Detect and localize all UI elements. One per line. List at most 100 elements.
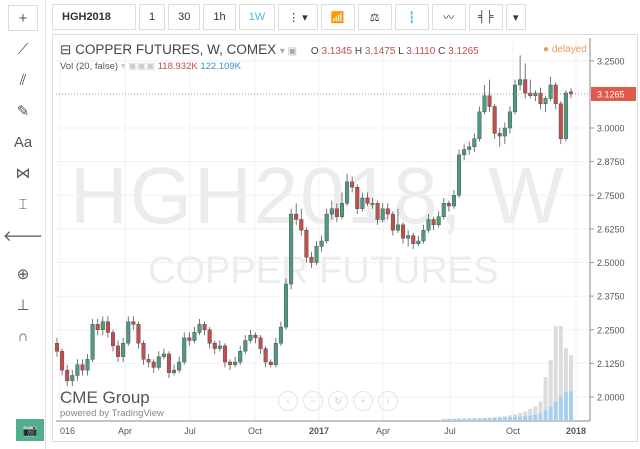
candle [273, 343, 278, 365]
chart-area[interactable] [52, 34, 638, 442]
volume-bar [492, 417, 497, 421]
volume-bar [543, 410, 548, 421]
candle [161, 353, 166, 357]
x-tick-label: Apr [118, 426, 132, 436]
top-toolbar: HGH2018 1 30 1h 1W ⋮ ▾ 📶 ⚖ ┇ 〰 ╡╞ ▾ [52, 4, 526, 30]
line-chart-button[interactable]: 〰 [431, 4, 466, 30]
scroll-left-button[interactable]: ‹ [278, 391, 298, 411]
candle [467, 146, 472, 150]
more-intervals-button[interactable]: ⋮ ▾ [278, 4, 318, 30]
volume2-bar [548, 360, 553, 421]
volume-bar [507, 417, 512, 421]
interval-1w[interactable]: 1W [238, 4, 276, 30]
chart-type-dropdown[interactable]: ▾ [505, 4, 526, 30]
ruler-icon[interactable]: ⊥ [16, 297, 30, 314]
collapse-icon[interactable]: ⊟ [60, 42, 72, 57]
zoom-out-button[interactable]: − [303, 391, 323, 411]
measure-icon[interactable]: ⌶ [18, 195, 28, 213]
volume-bar [467, 418, 472, 421]
arrow-left-icon[interactable]: 🡐 [2, 227, 44, 245]
candle [497, 133, 502, 137]
y-tick-label: 2.2500 [597, 325, 625, 335]
candle [304, 230, 309, 258]
interval-1h[interactable]: 1h [203, 4, 236, 30]
volume2-bar [558, 326, 563, 421]
volume-bar [569, 391, 573, 421]
last-price-badge [591, 86, 636, 101]
candle [131, 321, 136, 325]
x-tick-label: Apr [376, 426, 390, 436]
y-tick-label: 2.0000 [597, 393, 625, 403]
volume2-bar [528, 408, 533, 421]
candle [355, 186, 360, 209]
crosshair-icon[interactable]: + [8, 5, 38, 31]
settings-icon[interactable]: ▾ ▣ [279, 46, 298, 57]
candles-icon: ┇ [408, 11, 416, 24]
volume-bar [523, 416, 528, 421]
drawing-toolbar: + ⟋ ⫽ ✎ Aa ⋈ ⌶ 🡐 ⊕ ⊥ ∩ [0, 0, 46, 449]
symbol-input[interactable]: HGH2018 [52, 4, 136, 30]
trend-line-icon[interactable]: ⟋ [17, 40, 29, 58]
bars-button[interactable]: ╡╞ [468, 4, 503, 30]
candle [543, 98, 548, 104]
volume-bar [482, 418, 487, 421]
magnet-icon[interactable]: ∩ [17, 327, 29, 345]
low-value: 3.1110 [406, 46, 436, 57]
reset-button[interactable]: ↻ [328, 391, 348, 411]
volume-bar [451, 418, 456, 421]
volume-bar [538, 413, 543, 421]
zoom-in-button[interactable]: + [353, 391, 373, 411]
interval-1[interactable]: 1 [139, 4, 166, 30]
candle [523, 79, 528, 94]
candle [380, 208, 385, 220]
volume2-bar [569, 355, 573, 421]
indicators-button[interactable]: 📶 [320, 4, 355, 30]
candles-button[interactable]: ┇ [394, 4, 429, 30]
candle [324, 213, 329, 242]
volume-bar [563, 392, 568, 421]
candle [248, 334, 253, 341]
candle [350, 181, 355, 188]
candle [202, 324, 207, 330]
y-tick-label: 3.0000 [597, 124, 625, 134]
volume2-bar [553, 326, 558, 421]
y-tick-label: 2.1250 [597, 359, 625, 369]
candle [477, 111, 482, 139]
candle [329, 208, 334, 215]
candle [370, 203, 375, 205]
text-icon[interactable]: Aa [13, 133, 33, 151]
scroll-right-button[interactable]: › [378, 391, 398, 411]
candle [375, 203, 380, 220]
candle [360, 197, 365, 209]
indicators-icon: 📶 [330, 11, 345, 24]
candle [482, 95, 487, 113]
volume2-bar [533, 406, 538, 421]
candle [457, 154, 462, 196]
volume-value: 118.932K [157, 61, 198, 72]
candle [365, 197, 370, 204]
compare-button[interactable]: ⚖ [357, 4, 392, 30]
x-tick-label: Jul [184, 426, 196, 436]
volume-bar [497, 417, 502, 421]
candle [426, 219, 431, 231]
x-tick-label: 016 [60, 426, 75, 436]
candle [502, 127, 507, 137]
candle [263, 348, 268, 363]
volume2-bar [538, 401, 543, 421]
pattern-icon[interactable]: ⋈ [15, 165, 31, 182]
fib-icon[interactable]: ⫽ [19, 71, 27, 89]
candle [187, 337, 192, 341]
candle [401, 224, 406, 239]
brush-icon[interactable]: ✎ [16, 103, 30, 120]
candle [487, 95, 492, 107]
y-tick-label: 2.8750 [597, 157, 625, 167]
screenshot-button[interactable]: 📷 [16, 419, 44, 441]
candle [243, 340, 248, 352]
volume-settings-icon[interactable]: ▾ ▣▣▣ [120, 61, 158, 72]
zoom-icon[interactable]: ⊕ [16, 266, 30, 283]
interval-30[interactable]: 30 [168, 4, 201, 30]
candle [90, 324, 95, 360]
candle [110, 332, 115, 347]
candle [385, 208, 390, 215]
